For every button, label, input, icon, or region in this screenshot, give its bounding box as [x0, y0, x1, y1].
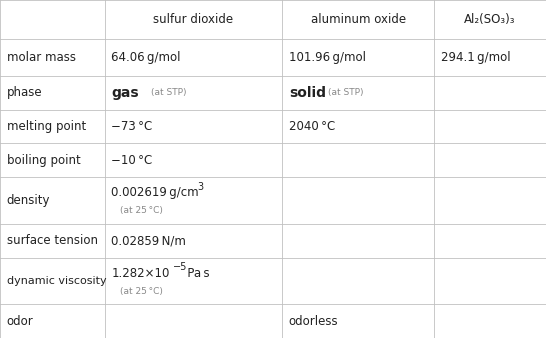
Text: 64.06 g/mol: 64.06 g/mol	[111, 51, 181, 64]
Text: (at 25 °C): (at 25 °C)	[120, 206, 163, 215]
Text: odor: odor	[7, 315, 33, 328]
Text: density: density	[7, 194, 50, 207]
Text: dynamic viscosity: dynamic viscosity	[7, 276, 106, 286]
Text: 101.96 g/mol: 101.96 g/mol	[289, 51, 366, 64]
Text: 2040 °C: 2040 °C	[289, 120, 335, 133]
Text: 0.002619 g/cm: 0.002619 g/cm	[111, 186, 199, 199]
Text: molar mass: molar mass	[7, 51, 75, 64]
Text: 294.1 g/mol: 294.1 g/mol	[441, 51, 511, 64]
Text: −10 °C: −10 °C	[111, 154, 153, 167]
Text: melting point: melting point	[7, 120, 86, 133]
Text: gas: gas	[111, 86, 139, 100]
Text: Al₂(SO₃)₃: Al₂(SO₃)₃	[464, 13, 516, 26]
Text: (at STP): (at STP)	[328, 88, 364, 97]
Text: sulfur dioxide: sulfur dioxide	[153, 13, 234, 26]
Text: Pa s: Pa s	[185, 266, 210, 280]
Text: −73 °C: −73 °C	[111, 120, 153, 133]
Text: solid: solid	[289, 86, 326, 100]
Text: 0.02859 N/m: 0.02859 N/m	[111, 234, 186, 247]
Text: phase: phase	[7, 86, 42, 99]
Text: 1.282×10: 1.282×10	[111, 266, 170, 280]
Text: (at 25 °C): (at 25 °C)	[120, 287, 163, 296]
Text: aluminum oxide: aluminum oxide	[311, 13, 406, 26]
Text: 3: 3	[198, 182, 204, 192]
Text: surface tension: surface tension	[7, 234, 98, 247]
Text: boiling point: boiling point	[7, 154, 80, 167]
Text: (at STP): (at STP)	[151, 88, 186, 97]
Text: odorless: odorless	[289, 315, 339, 328]
Text: −5: −5	[173, 262, 187, 272]
